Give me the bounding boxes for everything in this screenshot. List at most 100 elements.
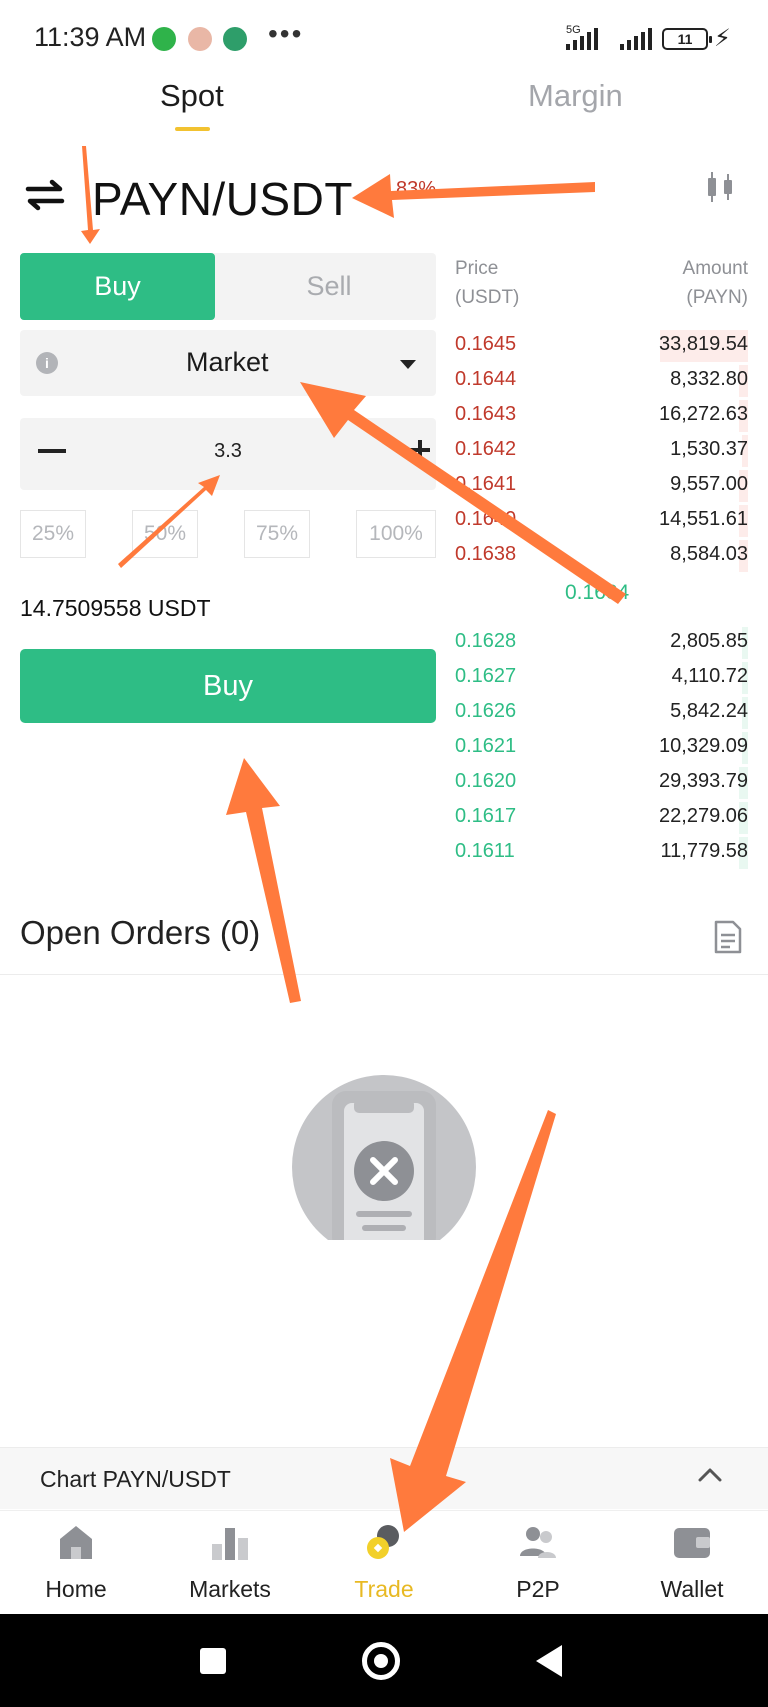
depth-bar	[739, 400, 748, 432]
nav-markets-label: Markets	[189, 1576, 271, 1602]
depth-bar	[739, 802, 748, 834]
order-book-amount-header: Amount (PAYN)	[620, 254, 748, 312]
recent-apps-button[interactable]	[200, 1648, 226, 1674]
buy-submit-button[interactable]: Buy	[20, 649, 436, 723]
row-amount: 10,329.09	[659, 735, 748, 757]
percent-50-button[interactable]: 50%	[132, 510, 198, 558]
bid-row[interactable]: 0.1621 10,329.09	[455, 730, 748, 765]
status-time: 11:39 AM	[34, 22, 147, 52]
decrease-amount-button[interactable]	[38, 449, 66, 453]
candlestick-chart-icon[interactable]	[706, 170, 736, 204]
battery-icon: 11	[662, 28, 712, 50]
battery-level: 11	[677, 31, 693, 47]
chart-label: Chart PAYN/USDT	[40, 1466, 231, 1492]
depth-bar	[739, 767, 748, 799]
depth-bar	[742, 435, 748, 467]
ask-row[interactable]: 0.1640 14,551.61	[455, 503, 748, 538]
wallet-icon	[674, 1528, 710, 1558]
p2p-icon	[520, 1527, 556, 1558]
swap-pair-icon[interactable]	[24, 178, 66, 212]
nav-home[interactable]: Home	[16, 1518, 136, 1610]
amount-input[interactable]: 3.3	[214, 440, 242, 462]
buy-tab-button[interactable]: Buy	[20, 253, 215, 320]
tab-margin[interactable]: Margin	[528, 78, 623, 113]
last-price[interactable]: 0.1634	[565, 581, 630, 604]
signal-strength-2-icon	[620, 28, 652, 50]
annotation-arrow-buy-button	[226, 758, 301, 1003]
nav-wallet[interactable]: Wallet	[632, 1518, 752, 1610]
pair-title[interactable]: PAYN/USDT	[92, 173, 353, 225]
row-amount: 1,530.37	[670, 438, 748, 460]
row-price: 0.1638	[455, 543, 517, 565]
back-button[interactable]	[536, 1645, 562, 1677]
divider	[0, 974, 768, 975]
chart-toggle-bar[interactable]	[0, 1447, 768, 1509]
increase-amount-button[interactable]	[404, 434, 436, 466]
tab-spot[interactable]: Spot	[160, 78, 224, 113]
whatsapp-icon	[152, 27, 176, 51]
row-amount: 29,393.79	[659, 770, 748, 792]
row-price: 0.1611	[455, 840, 515, 862]
annotation-arrow-pair	[352, 174, 595, 218]
ask-row[interactable]: 0.1638 8,584.03	[455, 538, 748, 573]
chat-app-icon	[223, 27, 247, 51]
bid-row[interactable]: 0.1628 2,805.85	[455, 625, 748, 660]
network-type: 5G	[566, 24, 581, 36]
charging-icon: ⚡	[714, 25, 731, 52]
ask-row[interactable]: 0.1645 33,819.54	[455, 328, 748, 363]
nav-trade[interactable]: Trade	[324, 1518, 444, 1610]
pair-change: 83%	[396, 178, 437, 200]
trade-icon	[367, 1525, 399, 1559]
row-amount: 5,842.24	[670, 700, 748, 722]
order-type-value: Market	[186, 347, 269, 377]
nav-p2p[interactable]: P2P	[478, 1518, 598, 1610]
empty-orders-icon	[292, 1075, 476, 1240]
amount-header-label: Amount	[682, 258, 748, 279]
sell-tab-button[interactable]: Sell	[306, 271, 352, 301]
bid-row[interactable]: 0.1626 5,842.24	[455, 695, 748, 730]
depth-bar	[742, 662, 748, 694]
chevron-up-icon[interactable]	[698, 1466, 722, 1482]
row-amount: 4,110.72	[671, 665, 748, 687]
row-amount: 16,272.63	[659, 403, 748, 425]
percent-75-button[interactable]: 75%	[244, 510, 310, 558]
markets-icon	[212, 1528, 248, 1560]
nav-p2p-label: P2P	[516, 1576, 560, 1602]
row-amount: 14,551.61	[659, 508, 748, 530]
ask-row[interactable]: 0.1644 8,332.80	[455, 363, 748, 398]
ask-row[interactable]: 0.1641 9,557.00	[455, 468, 748, 503]
percent-100-button[interactable]: 100%	[356, 510, 436, 558]
info-icon[interactable]: i	[36, 352, 58, 374]
row-price: 0.1626	[455, 700, 517, 722]
order-history-icon[interactable]	[714, 920, 742, 954]
row-price: 0.1641	[455, 473, 517, 495]
price-header-unit: (USDT)	[455, 287, 520, 308]
ask-row[interactable]: 0.1643 16,272.63	[455, 398, 748, 433]
order-book-price-header: Price (USDT)	[455, 254, 519, 312]
order-total: 14.7509558 USDT	[20, 595, 211, 621]
row-price: 0.1617	[455, 805, 517, 827]
caret-down-icon	[400, 360, 416, 369]
bid-row[interactable]: 0.1627 4,110.72	[455, 660, 748, 695]
bid-row[interactable]: 0.1611 11,779.58	[455, 835, 748, 870]
nav-trade-label: Trade	[354, 1576, 414, 1602]
row-amount: 33,819.54	[659, 333, 748, 355]
row-price: 0.1627	[455, 665, 517, 687]
row-amount: 2,805.85	[670, 630, 748, 652]
row-price: 0.1643	[455, 403, 517, 425]
nav-markets[interactable]: Markets	[170, 1518, 290, 1610]
percent-25-button[interactable]: 25%	[20, 510, 86, 558]
nav-wallet-label: Wallet	[660, 1576, 724, 1602]
app-notification-icon	[188, 27, 212, 51]
ask-row[interactable]: 0.1642 1,530.37	[455, 433, 748, 468]
bid-row[interactable]: 0.1617 22,279.06	[455, 800, 748, 835]
bid-row[interactable]: 0.1620 29,393.79	[455, 765, 748, 800]
depth-bar	[739, 505, 748, 537]
row-amount: 22,279.06	[659, 805, 748, 827]
home-button[interactable]	[362, 1642, 400, 1680]
depth-bar	[739, 365, 748, 397]
price-header-label: Price	[455, 258, 499, 279]
depth-bar	[660, 330, 748, 362]
row-price: 0.1642	[455, 438, 517, 460]
depth-bar	[739, 540, 748, 572]
